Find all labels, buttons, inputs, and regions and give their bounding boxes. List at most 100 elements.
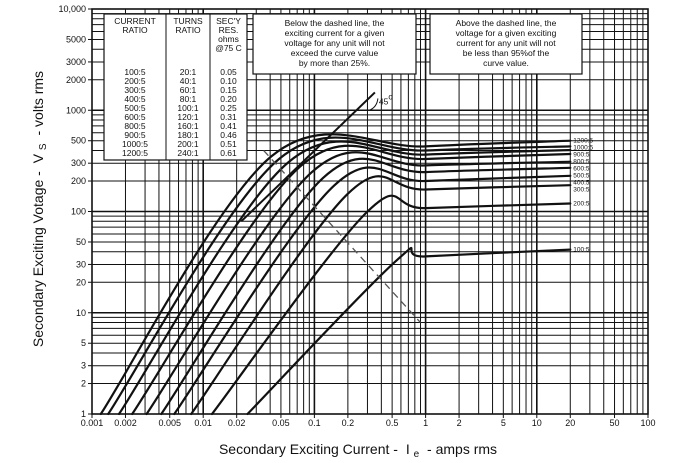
ratio-table-cell: 0.51 — [220, 139, 237, 149]
ratio-table-cell: 200:5 — [124, 76, 146, 86]
y-tick-label-5000: 5000 — [66, 34, 86, 44]
y-axis-title-subscript: S — [38, 143, 49, 150]
curve-400-5 — [173, 166, 572, 416]
ratio-table-header-secondary-resistance: RES. — [219, 25, 239, 35]
x-axis-title: Secondary Exciting Current - I e - amps … — [219, 441, 497, 460]
reference-45-degree-line — [240, 91, 376, 223]
x-axis-title-subscript: e — [414, 449, 420, 460]
note-2-line: current for any unit will not — [456, 38, 556, 48]
ratio-table-header-secondary-resistance: ohms — [218, 34, 239, 44]
curve-label-900-5: 900:5 — [573, 152, 590, 159]
x-tick-label-1: 1 — [423, 418, 428, 428]
curve-label-1000-5: 1000:5 — [573, 145, 593, 152]
y-tick-label-200: 200 — [71, 176, 86, 186]
ratio-table-cell: 100:1 — [177, 103, 199, 113]
curve-label-400-5: 400:5 — [573, 180, 590, 187]
x-axis-title-main: Secondary Exciting Current - — [219, 441, 398, 457]
ratio-table-cell: 0.10 — [220, 76, 237, 86]
x-tick-label-0-2: 0.2 — [342, 418, 355, 428]
y-tick-label-1: 1 — [81, 409, 86, 419]
note-2-line: voltage for a given exciting — [456, 28, 557, 38]
ratio-table-header-current-ratio: RATIO — [122, 25, 148, 35]
ratio-table-cell: 180:1 — [177, 130, 199, 140]
ratio-table-cell: 120:1 — [177, 112, 199, 122]
ratio-table-cell: 80:1 — [180, 94, 197, 104]
curve-label-200-5: 200:5 — [573, 200, 590, 207]
y-tick-label-3: 3 — [81, 361, 86, 371]
ratio-table-cell: 160:1 — [177, 121, 199, 131]
note-1-line: exceed the curve value — [291, 48, 379, 58]
ratio-table-cell: 40:1 — [180, 76, 197, 86]
curve-200-5 — [210, 194, 572, 416]
curve-label-300-5: 300:5 — [573, 187, 590, 194]
y-tick-labels: 1 2 3 5 10 20 30 50 100 200 300 500 1000 2000 3000 5000… — [58, 4, 92, 419]
y-axis-title-tail: - volts rms — [30, 71, 46, 136]
x-tick-label-0-02: 0.02 — [228, 418, 246, 428]
x-tick-label-0-002: 0.002 — [114, 418, 137, 428]
curves-layer: 1200:51000:5900:5800:5600:5500:5400:5300… — [99, 133, 594, 416]
x-tick-label-0-005: 0.005 — [158, 418, 181, 428]
note-box-1 — [252, 13, 417, 75]
ratio-table-header-turns-ratio: RATIO — [175, 25, 201, 35]
ratio-table-header-secondary-resistance: SEC'Y — [216, 16, 241, 26]
ratio-table-header-secondary-resistance: @75 C — [215, 43, 242, 53]
ratio-table-cell: 900:5 — [124, 130, 146, 140]
ratio-table-cell: 0.20 — [220, 94, 237, 104]
ratio-table-cell: 20:1 — [180, 67, 197, 77]
ratio-table-cell: 500:5 — [124, 103, 146, 113]
ratio-table-cell: 300:5 — [124, 85, 146, 95]
y-tick-label-50: 50 — [76, 237, 86, 247]
curve-800-5 — [131, 144, 572, 416]
curve-label-800-5: 800:5 — [573, 159, 590, 166]
y-axis-title-symbol: V — [30, 153, 46, 163]
reference-lines-layer: 45o — [240, 91, 421, 324]
ratio-table-cell: 0.05 — [220, 67, 237, 77]
y-axis-title: Secondary Exciting Votage - V S - volts … — [30, 71, 49, 347]
note-2-line: curve value. — [483, 58, 529, 68]
reference-45-value: 45 — [379, 96, 389, 106]
ratio-table-cell: 200:1 — [177, 139, 199, 149]
ratio-table-cell: 1000:5 — [122, 139, 148, 149]
x-tick-label-0-05: 0.05 — [272, 418, 290, 428]
ratio-table-cell: 0.15 — [220, 85, 237, 95]
dashed-boundary-line — [263, 150, 421, 324]
note-1-line: exciting current for a given — [285, 28, 385, 38]
note-2-line: Above the dashed line, the — [456, 18, 557, 28]
curve-100-5 — [246, 246, 572, 416]
ratio-table-cell: 0.61 — [220, 148, 237, 158]
curve-500-5 — [160, 157, 572, 416]
curve-600-5 — [145, 151, 572, 416]
note-box-2 — [429, 13, 583, 75]
y-tick-label-2: 2 — [81, 379, 86, 389]
y-tick-label-20: 20 — [76, 277, 86, 287]
y-tick-label-5: 5 — [81, 338, 86, 348]
ratio-table-cell: 0.41 — [220, 121, 237, 131]
x-tick-label-0-001: 0.001 — [81, 418, 104, 428]
x-tick-label-0-01: 0.01 — [194, 418, 212, 428]
y-tick-label-10-000: 10,000 — [58, 4, 86, 14]
y-tick-label-10: 10 — [76, 308, 86, 318]
curve-label-600-5: 600:5 — [573, 166, 590, 173]
ratio-table-cell: 1200:5 — [122, 148, 148, 158]
ratio-table-header-turns-ratio: TURNS — [173, 16, 203, 26]
ratio-table-cell: 0.31 — [220, 112, 237, 122]
y-tick-label-2000: 2000 — [66, 75, 86, 85]
y-tick-label-3000: 3000 — [66, 57, 86, 67]
ratio-table-cell: 100:5 — [124, 67, 146, 77]
curve-300-5 — [190, 175, 572, 416]
note-1-line: Below the dashed line, the — [285, 18, 385, 28]
curve-label-500-5: 500:5 — [573, 173, 590, 180]
y-axis-title-main: Secondary Exciting Votage - — [30, 171, 46, 347]
ratio-table-cell: 800:5 — [124, 121, 146, 131]
curve-900-5 — [117, 140, 572, 416]
curve-label-100-5: 100:5 — [573, 247, 590, 254]
note-1-line: voltage for any unit will not — [284, 38, 385, 48]
ratio-table-cell: 0.25 — [220, 103, 237, 113]
x-tick-label-2: 2 — [457, 418, 462, 428]
y-tick-label-300: 300 — [71, 158, 86, 168]
x-tick-label-20: 20 — [565, 418, 575, 428]
x-tick-label-0-1: 0.1 — [308, 418, 321, 428]
